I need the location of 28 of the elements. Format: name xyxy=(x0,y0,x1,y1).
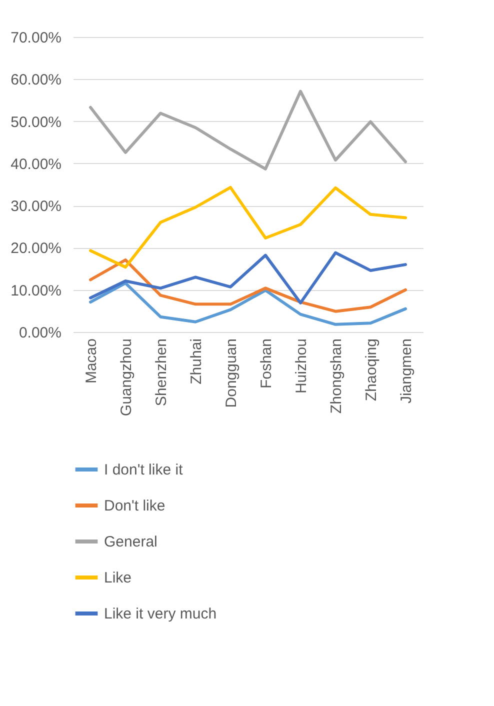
legend-label: I don't like it xyxy=(104,462,184,478)
y-tick-label: 60.00% xyxy=(10,72,62,89)
y-tick-label: 70.00% xyxy=(10,30,62,46)
y-tick-label: 50.00% xyxy=(10,114,62,131)
legend-label: General xyxy=(104,534,158,550)
x-tick-label: Huizhou xyxy=(293,338,310,394)
legend-label: Like it very much xyxy=(104,606,217,622)
x-tick-label: Shenzhen xyxy=(153,338,170,406)
line-series xyxy=(89,258,407,313)
y-tick-label: 30.00% xyxy=(10,198,62,216)
legend-label: Like xyxy=(104,570,132,586)
line-series xyxy=(89,90,407,170)
x-tick-label: Zhaoqing xyxy=(363,338,380,402)
x-tick-label: Macao xyxy=(83,338,100,384)
line-series xyxy=(89,186,407,269)
x-tick-label: Jiangmen xyxy=(398,338,415,404)
x-tick-label: Dongguan xyxy=(223,338,240,408)
line-series xyxy=(89,251,407,304)
x-tick-label: Foshan xyxy=(258,338,275,389)
y-tick-label: 20.00% xyxy=(10,240,62,258)
legend-label: Don't like xyxy=(104,498,166,514)
x-tick-label: Zhongshan xyxy=(328,338,345,414)
y-tick-label: 0.00% xyxy=(18,324,62,342)
y-tick-label: 10.00% xyxy=(10,282,62,300)
x-tick-label: Guangzhou xyxy=(118,338,135,416)
x-tick-label: Zhuhai xyxy=(188,338,205,384)
line-series xyxy=(89,282,407,326)
y-tick-label: 40.00% xyxy=(10,156,62,173)
